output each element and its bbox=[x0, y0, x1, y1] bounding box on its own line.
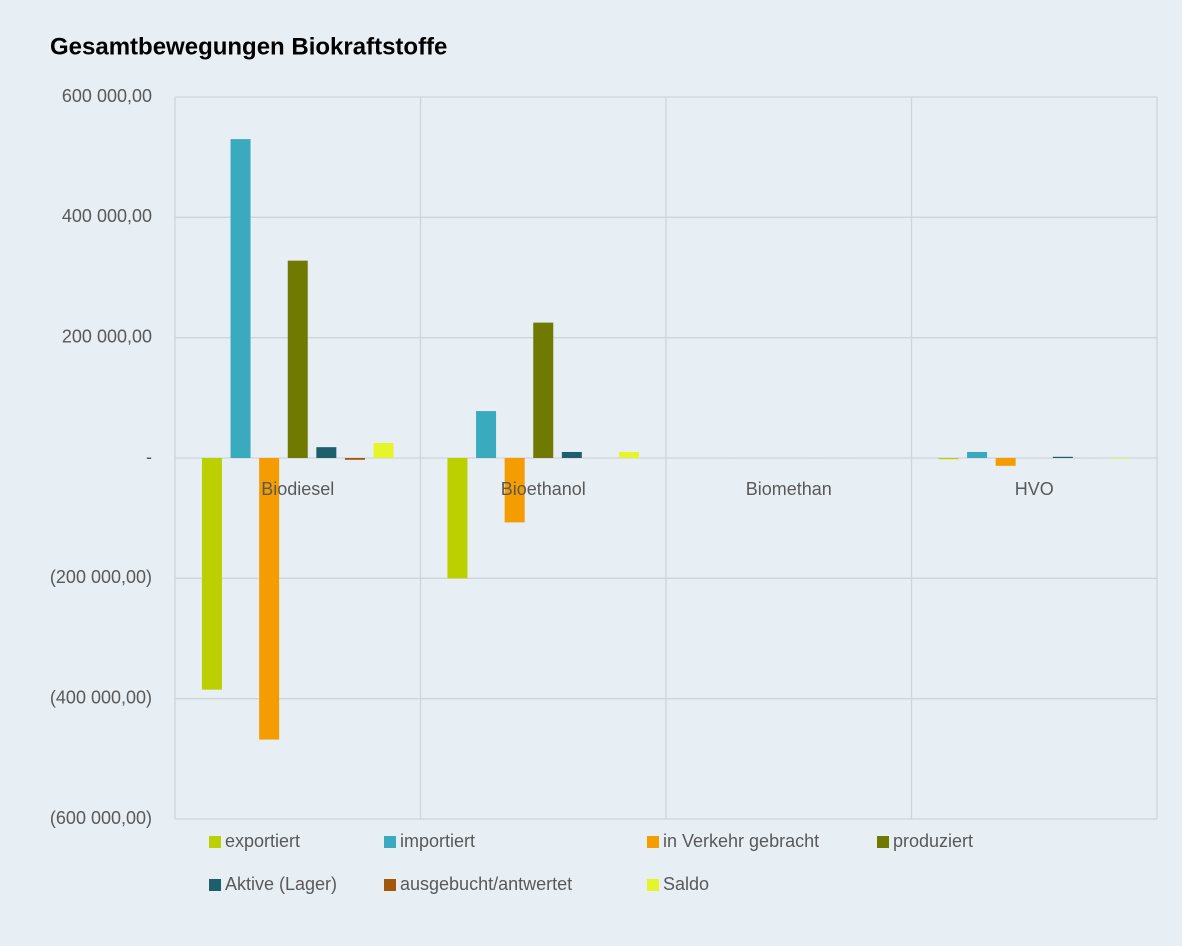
legend-swatch bbox=[384, 879, 396, 891]
bar bbox=[938, 458, 959, 460]
legend-label: Saldo bbox=[663, 874, 709, 894]
legend-swatch bbox=[877, 836, 889, 848]
legend-swatch bbox=[647, 836, 659, 848]
x-tick-label: Biomethan bbox=[746, 479, 832, 499]
y-tick-label: (400 000,00) bbox=[50, 687, 152, 707]
bar bbox=[344, 458, 365, 460]
bar bbox=[259, 458, 280, 740]
legend-label: exportiert bbox=[225, 831, 300, 851]
y-tick-label: - bbox=[146, 447, 152, 467]
bar bbox=[447, 458, 468, 579]
bar bbox=[287, 260, 308, 458]
legend-swatch bbox=[384, 836, 396, 848]
y-tick-label: 600 000,00 bbox=[62, 86, 152, 106]
y-tick-label: (600 000,00) bbox=[50, 808, 152, 828]
legend-label: in Verkehr gebracht bbox=[663, 831, 819, 851]
bar bbox=[476, 411, 497, 458]
y-tick-label: (200 000,00) bbox=[50, 567, 152, 587]
bar bbox=[504, 458, 525, 523]
legend-label: produziert bbox=[893, 831, 973, 851]
bar bbox=[995, 458, 1016, 466]
y-tick-label: 200 000,00 bbox=[62, 326, 152, 346]
bar bbox=[230, 139, 251, 458]
bar bbox=[533, 322, 554, 458]
legend-swatch bbox=[209, 836, 221, 848]
bar bbox=[1110, 458, 1131, 459]
bar bbox=[373, 442, 394, 458]
legend-swatch bbox=[647, 879, 659, 891]
legend-label: importiert bbox=[400, 831, 475, 851]
bar bbox=[561, 451, 582, 458]
x-tick-label: Bioethanol bbox=[501, 479, 586, 499]
bar bbox=[1052, 456, 1073, 458]
legend-swatch bbox=[209, 879, 221, 891]
y-tick-label: 400 000,00 bbox=[62, 206, 152, 226]
x-tick-label: HVO bbox=[1015, 479, 1054, 499]
legend-label: ausgebucht/antwertet bbox=[400, 874, 572, 894]
x-tick-label: Biodiesel bbox=[261, 479, 334, 499]
legend-label: Aktive (Lager) bbox=[225, 874, 337, 894]
chart-title: Gesamtbewegungen Biokraftstoffe bbox=[50, 33, 447, 60]
bar bbox=[967, 451, 988, 458]
bar bbox=[201, 458, 222, 690]
bar bbox=[619, 451, 640, 458]
bar bbox=[316, 447, 337, 458]
